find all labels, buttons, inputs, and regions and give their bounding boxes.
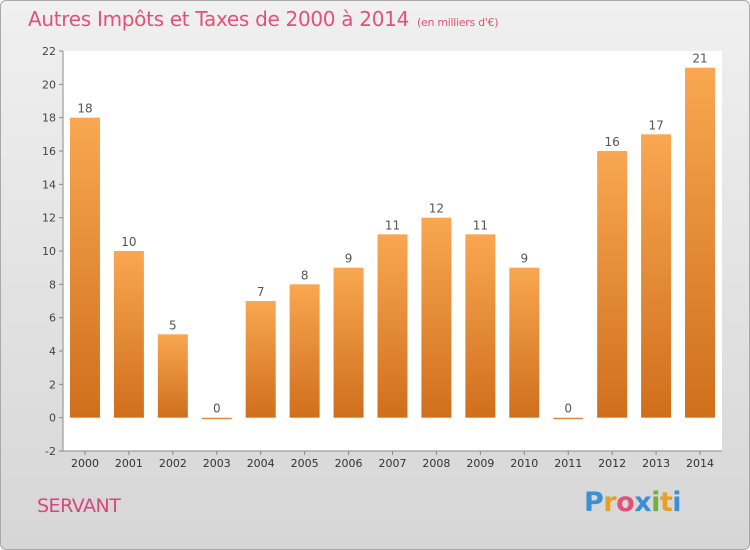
y-tick-label: 14	[42, 178, 56, 191]
y-tick-label: 16	[42, 145, 56, 158]
value-label: 0	[564, 402, 572, 416]
commune-name: SERVANT	[37, 495, 121, 517]
bar	[69, 117, 100, 418]
value-label: 16	[605, 135, 620, 149]
bar	[509, 267, 540, 418]
value-label: 9	[520, 252, 528, 266]
chart-title: Autres Impôts et Taxes de 2000 à 2014 (en…	[28, 7, 498, 31]
logo-letter: P	[584, 487, 604, 518]
x-tick-label: 2009	[466, 457, 494, 470]
y-tick-label: 6	[49, 312, 56, 325]
x-tick-label: 2004	[247, 457, 275, 470]
logo-letter: x	[634, 487, 652, 518]
proxiti-logo: Proxiti	[584, 487, 682, 518]
bar	[685, 67, 716, 418]
y-tick-label: 2	[49, 378, 56, 391]
value-label: 21	[692, 52, 707, 66]
x-tick-label: 2001	[115, 457, 143, 470]
bar	[333, 267, 364, 418]
bar	[377, 234, 408, 418]
value-label: 11	[385, 218, 400, 232]
bar	[289, 284, 320, 418]
x-tick-label: 2012	[598, 457, 626, 470]
bar	[641, 134, 672, 418]
logo-letter: r	[603, 487, 617, 518]
bar	[421, 217, 452, 418]
x-tick-label: 2005	[291, 457, 319, 470]
bar	[553, 417, 584, 420]
y-tick-label: 0	[49, 412, 56, 425]
x-tick-label: 2008	[422, 457, 450, 470]
bar	[465, 234, 496, 418]
y-tick-label: 22	[42, 45, 56, 58]
y-tick-label: -2	[45, 445, 56, 458]
x-tick-label: 2011	[554, 457, 582, 470]
unit-label: (en milliers d'€)	[417, 16, 499, 29]
logo-letter: i	[672, 487, 682, 518]
value-label: 8	[301, 268, 309, 282]
value-label: 12	[429, 202, 444, 216]
value-label: 11	[473, 218, 488, 232]
logo-letter: o	[616, 487, 635, 518]
x-tick-label: 2010	[510, 457, 538, 470]
chart-title-text: Autres Impôts et Taxes de 2000 à 2014	[28, 7, 409, 31]
y-tick-label: 4	[49, 345, 56, 358]
y-tick-label: 10	[42, 245, 56, 258]
bar	[245, 301, 276, 418]
bar	[597, 151, 628, 418]
x-tick-label: 2013	[642, 457, 670, 470]
bar	[113, 251, 144, 418]
x-tick-label: 2002	[159, 457, 187, 470]
bar	[157, 334, 188, 418]
x-tick-label: 2006	[335, 457, 363, 470]
x-tick-label: 2000	[71, 457, 99, 470]
logo-letter: t	[659, 487, 673, 518]
y-tick-label: 8	[49, 278, 56, 291]
y-tick-label: 20	[42, 78, 56, 91]
x-tick-label: 2007	[379, 457, 407, 470]
x-tick-label: 2003	[203, 457, 231, 470]
value-label: 0	[213, 402, 221, 416]
y-tick-label: 18	[42, 112, 56, 125]
value-label: 10	[121, 235, 136, 249]
x-tick-label: 2014	[686, 457, 714, 470]
value-label: 9	[345, 252, 353, 266]
value-label: 18	[77, 102, 92, 116]
logo-letter: i	[651, 487, 660, 518]
value-label: 5	[169, 318, 177, 332]
value-label: 17	[648, 118, 663, 132]
y-tick-label: 12	[42, 212, 56, 225]
bar	[201, 417, 232, 420]
value-label: 7	[257, 285, 265, 299]
